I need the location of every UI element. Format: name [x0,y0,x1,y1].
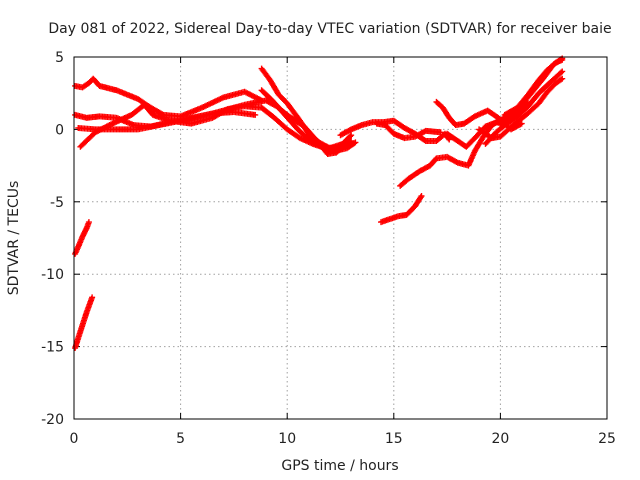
x-tick-label: 15 [385,431,403,447]
series-track-8 [337,117,453,144]
y-tick-label: -20 [41,412,64,428]
series-track-18 [72,219,92,257]
series-track-19 [72,294,96,352]
chart-title: Day 081 of 2022, Sidereal Day-to-day VTE… [48,21,611,37]
data-point [558,69,565,76]
data-point [421,137,428,144]
data-point [85,219,92,226]
y-tick-label: -15 [41,340,64,356]
y-axis-label: SDTVAR / TECUs [6,181,22,296]
series-track-15 [482,68,566,147]
data-point [348,137,355,144]
grid-lines [74,57,607,419]
y-tick-label: 5 [55,50,64,66]
data-point [347,133,354,140]
x-tick-label: 25 [598,431,616,447]
axis-ticks: 0 5 10 15 20 25 5 0 -5 -10 -15 -20 [41,50,616,447]
y-tick-label: 0 [55,122,64,138]
series-track-14 [476,75,566,142]
plot-frame [73,56,608,420]
data-point [352,139,359,146]
y-tick-label: -10 [41,267,64,283]
data-series [72,55,566,352]
data-point [351,140,358,147]
data-point [518,120,525,127]
data-point [557,76,564,83]
x-tick-label: 10 [278,431,296,447]
series-track-9 [373,120,444,142]
data-point [559,68,566,75]
x-tick-label: 0 [70,431,79,447]
x-tick-label: 20 [491,431,509,447]
data-point [437,129,444,136]
data-point [252,111,259,118]
series-track-10 [378,193,425,226]
series-track-4 [75,97,350,158]
x-axis-label: GPS time / hours [281,458,398,474]
data-point [418,193,425,200]
data-point [417,194,424,201]
x-tick-label: 5 [176,431,185,447]
data-point [559,75,566,82]
y-tick-label: -5 [50,195,64,211]
data-point [348,132,355,139]
series-track-7 [258,104,355,152]
data-point [89,294,96,301]
series-track-17 [501,56,566,118]
data-point [559,56,566,63]
